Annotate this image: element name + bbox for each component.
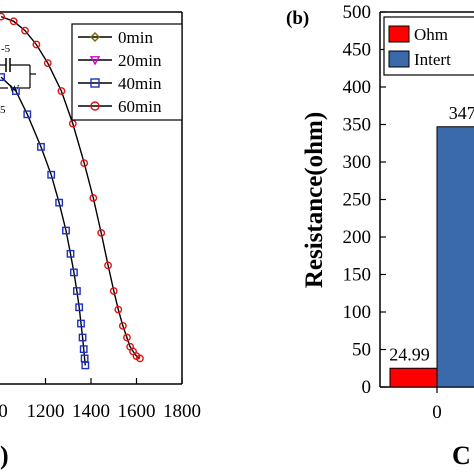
data-point-40min-13 <box>79 345 88 354</box>
data-point-40min-15 <box>81 361 90 370</box>
x-tick-label: 0 <box>432 402 442 423</box>
data-point-40min-6 <box>62 226 70 235</box>
right-legend: Ohm Intert <box>383 16 474 76</box>
data-point-60min-18 <box>136 354 144 363</box>
data-point-60min-4 <box>43 59 52 68</box>
legend-marker-20min <box>89 56 101 66</box>
data-point-60min-14 <box>123 333 131 342</box>
y-tick-label: 100 <box>343 302 372 323</box>
legend-label-Ohm: Ohm <box>414 25 448 44</box>
legend-swatch-Ohm <box>388 25 410 43</box>
circuit-label-bottom: 5 <box>0 104 6 116</box>
data-point-40min-2 <box>23 110 32 119</box>
left-chart-panel: 1200 1400 1600 1800 0 -5 W 5 0min 20min 40min… <box>0 11 201 470</box>
data-point-40min-7 <box>66 249 75 258</box>
data-point-60min-7 <box>80 159 89 168</box>
data-point-40min-10 <box>75 303 84 312</box>
data-point-60min-1 <box>9 17 18 26</box>
data-point-40min-1 <box>12 87 20 95</box>
data-point-40min-0 <box>0 73 6 82</box>
left-legend: 0min 20min 40min 60min <box>71 23 183 121</box>
left-bottom-fragment: ) <box>0 441 9 470</box>
x-tick-label: 1600 <box>118 401 156 422</box>
y-tick-label: 200 <box>343 227 372 248</box>
data-point-60min-12 <box>114 305 123 314</box>
x-tick-label: 1200 <box>27 401 65 422</box>
circuit-label-top: -5 <box>1 43 11 55</box>
x-tick-label: 1400 <box>72 401 110 422</box>
bar-Ohm <box>389 367 438 388</box>
y-tick-label: 250 <box>343 190 372 211</box>
data-point-60min-0 <box>0 12 6 21</box>
bar-data-label-Intert: 347. <box>449 103 474 123</box>
panel-label-b: (b) <box>286 8 309 29</box>
data-point-40min-5 <box>55 198 64 207</box>
data-point-40min-11 <box>77 319 85 328</box>
y-tick-label: 400 <box>343 77 372 98</box>
legend-label-20min: 20min <box>118 51 162 70</box>
x-tick-label: 1800 <box>163 401 201 422</box>
right-bars <box>389 126 474 388</box>
legend-swatch-Intert <box>388 50 410 68</box>
data-point-60min-13 <box>118 321 127 330</box>
data-point-40min-12 <box>78 333 87 342</box>
legend-label-0min: 0min <box>118 28 153 47</box>
legend-marker-0min <box>90 32 100 42</box>
legend-label-60min: 60min <box>118 97 162 116</box>
data-point-40min-4 <box>47 170 56 179</box>
y-tick-label: 350 <box>343 115 372 136</box>
data-point-60min-9 <box>97 228 106 237</box>
left-x-ticks: 1200 1400 1600 1800 <box>27 378 201 422</box>
data-point-60min-3 <box>32 40 41 49</box>
data-point-40min-9 <box>72 287 81 295</box>
right-data-labels: 24.99 347. <box>389 103 474 365</box>
left-series-lines <box>0 15 141 366</box>
right-x-ticks: 0 <box>432 387 442 423</box>
data-point-60min-11 <box>109 287 118 295</box>
legend-label-Intert: Intert <box>414 50 451 69</box>
y-tick-label: 50 <box>352 340 371 361</box>
series-line-60min <box>0 15 141 359</box>
data-point-60min-2 <box>21 26 29 35</box>
right-chart-panel: (b) 0 50 100 150 200 250 300 350 400 450 500 Resis… <box>286 2 474 470</box>
legend-marker-60min <box>90 101 100 111</box>
y-tick-label: 500 <box>343 2 372 23</box>
y-tick-label: 150 <box>343 265 372 286</box>
data-point-60min-5 <box>57 87 66 95</box>
right-y-ticks: 0 50 100 150 200 250 300 350 400 450 500 <box>343 2 386 398</box>
y-tick-label: 450 <box>343 40 372 61</box>
left-x-tick-label-partial: 0 <box>0 401 8 422</box>
right-bottom-fragment: C <box>452 441 471 470</box>
data-point-40min-3 <box>37 142 45 151</box>
legend-marker-40min <box>90 78 100 88</box>
y-tick-label: 300 <box>343 152 372 173</box>
data-point-40min-8 <box>70 268 78 277</box>
circuit-label-w: W <box>9 83 20 95</box>
data-point-60min-8 <box>89 194 98 202</box>
right-y-axis-label: Resistance(ohm) <box>301 112 328 288</box>
bar-Intert <box>436 126 474 388</box>
bar-data-label-Ohm: 24.99 <box>389 344 430 364</box>
left-legend-box <box>71 23 183 121</box>
equivalent-circuit-icon: -5 W 5 <box>0 43 36 116</box>
series-line-40min <box>0 76 86 366</box>
y-tick-label: 0 <box>362 377 372 398</box>
left-series-markers <box>0 12 144 370</box>
legend-label-40min: 40min <box>118 74 162 93</box>
data-point-60min-10 <box>104 261 112 270</box>
